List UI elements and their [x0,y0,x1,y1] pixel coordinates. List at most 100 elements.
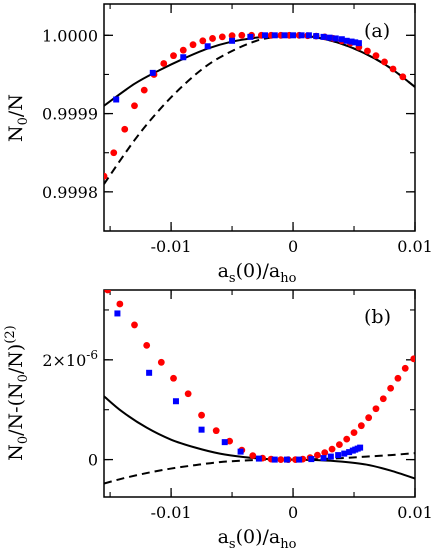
red-circle-point [116,300,124,308]
red-circle-point [394,374,402,382]
red-circle-point [143,341,151,349]
blue-square-point [180,54,187,61]
x-tick-label: 0.01 [397,237,433,256]
blue-square-point [237,448,244,455]
blue-square-point [308,456,315,463]
y-tick-label: 1.0000 [42,26,98,45]
panel-a-markers [104,31,407,180]
solid-curve [104,395,415,480]
blue-square-point [247,33,254,40]
blue-square-point [290,32,297,39]
red-circle-point [198,411,205,419]
red-circle-point [343,435,351,443]
blue-square-point [357,444,364,451]
blue-square-point [198,426,205,433]
blue-square-point [281,32,288,39]
blue-square-point [221,439,228,446]
blue-square-point [149,69,156,76]
red-circle-point [314,451,321,459]
red-circle-point [104,290,112,294]
panel-a-ylabel: N0/N [5,94,31,142]
red-circle-point [357,422,365,430]
blue-square-point [271,456,278,463]
svg-text:N0/N-(N0/N)(2): N0/N-(N0/N)(2) [3,325,31,461]
red-circle-point [170,52,177,60]
red-circle-point [238,31,246,39]
red-circle-point [401,364,409,372]
blue-square-point [343,37,350,44]
x-tick-label: -0.01 [151,237,192,256]
red-circle-point [410,355,415,363]
red-circle-point [199,37,207,45]
y-tick-label: 0.9998 [42,183,98,202]
blue-square-point [352,39,359,46]
blue-square-point [335,452,342,459]
red-circle-point [389,65,397,73]
red-circle-point [321,449,329,457]
blue-square-point [261,32,268,39]
blue-square-point [355,40,362,47]
red-circle-point [328,445,336,453]
panel-b-label: (b) [364,306,391,328]
red-circle-point [170,374,177,382]
red-circle-point [189,41,197,49]
red-circle-point [364,47,371,55]
blue-square-point [338,36,345,43]
red-circle-point [184,390,192,398]
y-tick-label: 0.9999 [42,105,98,124]
red-circle-point [160,60,168,67]
red-circle-point [228,32,236,40]
red-circle-point [372,52,380,60]
red-circle-point [157,358,165,366]
blue-square-point [327,453,334,460]
blue-square-point [296,456,303,463]
blue-square-point [320,33,327,40]
blue-square-point [313,33,320,40]
panel-b-ylabel: N0/N-(N0/N)(2) [3,325,31,461]
panel-a-ticks: -0.01 0 0.01 0.9998 0.9999 1.0000 [42,4,433,256]
red-circle-point [387,384,395,392]
red-circle-point [131,102,138,110]
blue-square-point [298,32,305,39]
red-circle-point [131,321,138,329]
red-circle-point [365,414,373,422]
blue-square-point [341,450,348,457]
panel-a-curves [104,34,415,185]
red-circle-point [399,73,407,81]
red-circle-point [350,429,358,437]
panel-b-xlabel: as(0)/aho [218,526,297,549]
blue-square-point [346,449,353,456]
blue-square-point [320,455,327,462]
red-circle-point [249,452,257,459]
blue-square-point [332,35,339,42]
blue-square-point [271,32,278,39]
red-circle-point [381,58,388,66]
red-circle-point [335,441,343,449]
red-circle-point [379,395,387,403]
panel-a-frame [103,3,416,232]
red-circle-point [226,437,234,445]
red-circle-point [277,456,285,463]
blue-square-point [172,398,179,405]
blue-square-point [255,455,262,462]
dashed-curve [104,34,415,185]
blue-square-point [283,456,290,463]
red-circle-point [212,427,220,435]
svg-text:N0/N: N0/N [5,94,31,142]
panel-b-curves [104,395,415,485]
blue-square-point [204,43,211,50]
x-tick-label: -0.01 [151,503,192,522]
red-circle-point [209,35,216,42]
x-tick-label: 0.01 [397,503,433,522]
panel-a: -0.01 0 0.01 0.9998 0.9999 1.0000 (a) as(0)/a… [5,3,433,286]
svg-text:as(0)/aho: as(0)/aho [218,260,297,286]
x-tick-label: 0 [288,237,298,256]
red-circle-point [218,33,226,41]
y-tick-label: 0 [88,451,98,470]
red-circle-point [140,86,148,94]
y-tick-label: 2×10-6 [42,348,98,370]
blue-square-point [114,310,121,317]
panel-b-frame [103,289,416,498]
x-tick-label: 0 [288,503,298,522]
